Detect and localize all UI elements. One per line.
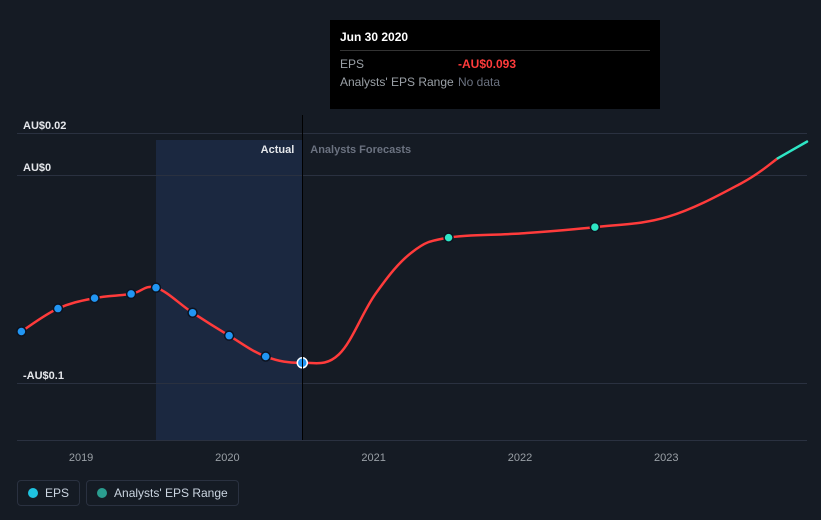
marker-actual bbox=[90, 294, 99, 303]
gridline bbox=[17, 175, 807, 176]
legend-label: EPS bbox=[45, 486, 69, 500]
x-axis-label: 2019 bbox=[69, 452, 93, 464]
actual-shaded-band bbox=[156, 140, 302, 440]
tooltip-row-label: Analysts' EPS Range bbox=[340, 73, 458, 91]
tooltip-separator bbox=[340, 50, 650, 51]
marker-actual bbox=[53, 304, 62, 313]
y-axis-label: AU$0 bbox=[23, 162, 51, 174]
legend-eps[interactable]: EPS bbox=[17, 480, 80, 506]
gridline bbox=[17, 133, 807, 134]
plot-bottom-border bbox=[17, 440, 807, 441]
marker-actual bbox=[127, 289, 136, 298]
legend-dot-icon bbox=[97, 488, 107, 498]
x-axis-label: 2021 bbox=[361, 452, 385, 464]
gridline bbox=[17, 383, 807, 384]
hover-vline bbox=[302, 115, 303, 440]
x-axis-label: 2020 bbox=[215, 452, 239, 464]
x-axis-label: 2022 bbox=[508, 452, 532, 464]
tooltip-row-value: -AU$0.093 bbox=[458, 55, 516, 73]
legend-dot-icon bbox=[28, 488, 38, 498]
tooltip-row: Analysts' EPS RangeNo data bbox=[340, 73, 650, 91]
tooltip-date: Jun 30 2020 bbox=[340, 28, 650, 46]
tooltip-row: EPS-AU$0.093 bbox=[340, 55, 650, 73]
forecast-shade bbox=[302, 140, 807, 440]
region-label-forecast: Analysts Forecasts bbox=[310, 144, 411, 156]
legend-label: Analysts' EPS Range bbox=[114, 486, 228, 500]
marker-actual bbox=[17, 327, 26, 336]
tooltip-row-label: EPS bbox=[340, 55, 458, 73]
region-label-actual: Actual bbox=[242, 144, 294, 156]
y-axis-label: -AU$0.1 bbox=[23, 370, 64, 382]
hover-tooltip: Jun 30 2020 EPS-AU$0.093Analysts' EPS Ran… bbox=[330, 20, 660, 109]
tooltip-row-value: No data bbox=[458, 73, 500, 91]
legend: EPS Analysts' EPS Range bbox=[17, 480, 239, 506]
legend-eps-range[interactable]: Analysts' EPS Range bbox=[86, 480, 239, 506]
y-axis-label: AU$0.02 bbox=[23, 120, 66, 132]
x-axis-label: 2023 bbox=[654, 452, 678, 464]
